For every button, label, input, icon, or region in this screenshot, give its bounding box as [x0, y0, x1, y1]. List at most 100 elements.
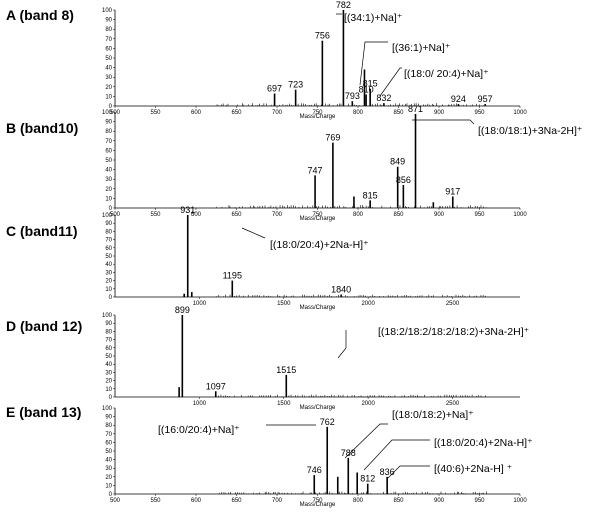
- y-tick-label: 40: [105, 262, 112, 268]
- y-tick-label: 70: [105, 139, 112, 145]
- annotation-label: [(18:0/20:4)+2Na-H]⁺: [270, 239, 369, 251]
- y-tick-label: 80: [105, 229, 112, 235]
- peak-label: 1195: [223, 271, 242, 281]
- annotation-leader: [379, 67, 402, 97]
- y-tick-label: 80: [105, 423, 112, 429]
- y-tick-label: 20: [105, 187, 112, 193]
- y-tick-label: 0: [109, 104, 113, 110]
- y-tick-label: 60: [105, 440, 112, 446]
- peak-label: 697: [267, 84, 282, 94]
- x-axis-title: Mass/Charge: [300, 305, 336, 311]
- y-tick-label: 70: [105, 432, 112, 438]
- y-tick-label: 30: [105, 270, 112, 276]
- x-tick-label: 800: [353, 212, 364, 218]
- y-tick-label: 0: [109, 206, 113, 212]
- x-tick-label: 700: [272, 212, 283, 218]
- peak-label: 1097: [206, 381, 226, 391]
- peak-label: 815: [363, 190, 378, 200]
- y-tick-label: 100: [102, 406, 113, 412]
- annotation-label: [(16:0/20:4)+Na]⁺: [158, 424, 240, 436]
- y-tick-label: 100: [102, 213, 113, 219]
- y-tick-label: 40: [105, 362, 112, 368]
- x-axis-title: Mass/Charge: [300, 216, 336, 222]
- x-tick-label: 1000: [193, 401, 207, 407]
- x-tick-label: 1500: [277, 301, 291, 307]
- y-tick-label: 20: [105, 379, 112, 385]
- x-tick-label: 500: [110, 498, 121, 504]
- baseline-noise: [216, 103, 487, 106]
- y-tick-label: 10: [105, 387, 112, 393]
- y-tick-label: 0: [109, 295, 113, 301]
- baseline-noise: [216, 294, 486, 297]
- annotation-label: [(40:6)+2Na-H] ⁺: [434, 463, 513, 475]
- x-tick-label: 900: [434, 212, 445, 218]
- peak-label: 1840: [331, 285, 351, 295]
- x-tick-label: 1000: [513, 498, 527, 504]
- x-tick-label: 1000: [193, 301, 207, 307]
- peak-label: 899: [175, 305, 190, 315]
- y-tick-label: 40: [105, 168, 112, 174]
- x-tick-label: 600: [191, 110, 202, 116]
- x-axis-title: Mass/Charge: [300, 405, 336, 411]
- peak-label: 782: [336, 0, 351, 10]
- x-tick-label: 2500: [446, 401, 460, 407]
- x-tick-label: 650: [231, 212, 242, 218]
- annotation-label: [(18:2/18:2/18:2/18:2)+3Na-2H]⁺: [378, 326, 530, 338]
- baseline-noise: [215, 394, 486, 397]
- panel-label: C (band11): [6, 223, 78, 239]
- annotation-leader: [344, 423, 388, 459]
- y-tick-label: 60: [105, 148, 112, 154]
- panel-3: C (band11) 0 10 20 30 40 50 60 70 80 90 100 1000 1500…: [6, 205, 520, 311]
- x-tick-label: 900: [434, 110, 445, 116]
- peak-label: 746: [307, 465, 322, 475]
- y-tick-label: 50: [105, 158, 112, 164]
- y-tick-label: 0: [109, 395, 113, 401]
- x-tick-label: 550: [150, 498, 161, 504]
- y-tick-label: 70: [105, 238, 112, 244]
- y-tick-label: 70: [105, 338, 112, 344]
- y-tick-label: 10: [105, 287, 112, 293]
- annotation-leader: [359, 41, 388, 86]
- x-tick-label: 550: [150, 110, 161, 116]
- peak-label: 917: [445, 186, 460, 196]
- y-tick-label: 20: [105, 85, 112, 91]
- y-tick-label: 50: [105, 254, 112, 260]
- x-tick-label: 750: [312, 110, 323, 116]
- peak-label: 836: [380, 467, 395, 477]
- peak-label: 931: [180, 205, 195, 215]
- panel-5: E (band 13) 0 10 20 30 40 50 60 70 80 90 100 500 550 6…: [6, 404, 533, 508]
- x-tick-label: 1000: [513, 110, 527, 116]
- x-tick-label: 850: [393, 498, 404, 504]
- y-tick-label: 100: [102, 110, 113, 116]
- x-tick-label: 800: [353, 498, 364, 504]
- y-tick-label: 90: [105, 18, 112, 24]
- peak-label: 1515: [276, 365, 296, 375]
- y-tick-label: 50: [105, 354, 112, 360]
- y-tick-label: 20: [105, 279, 112, 285]
- y-tick-label: 10: [105, 196, 112, 202]
- x-tick-label: 750: [312, 498, 323, 504]
- x-tick-label: 550: [150, 212, 161, 218]
- y-tick-label: 30: [105, 177, 112, 183]
- x-tick-label: 700: [272, 110, 283, 116]
- y-tick-label: 50: [105, 56, 112, 62]
- panel-label: A (band 8): [6, 7, 74, 23]
- y-tick-label: 90: [105, 321, 112, 327]
- peak-label: 924: [451, 94, 466, 104]
- x-axis-title: Mass/Charge: [300, 114, 336, 120]
- y-tick-label: 20: [105, 475, 112, 481]
- x-tick-label: 2000: [361, 401, 375, 407]
- y-tick-label: 90: [105, 415, 112, 421]
- panel-1: A (band 8)010203040506070809010050055060…: [6, 0, 527, 120]
- panel-label: B (band10): [6, 120, 78, 136]
- x-tick-label: 2500: [446, 301, 460, 307]
- y-tick-label: 70: [105, 37, 112, 43]
- x-tick-label: 700: [272, 498, 283, 504]
- x-tick-label: 650: [231, 110, 242, 116]
- peak-label: 762: [320, 417, 335, 427]
- y-tick-label: 90: [105, 221, 112, 227]
- annotation-label: [(18:0/20:4)+2Na-H]⁺: [434, 437, 533, 449]
- x-axis-title: Mass/Charge: [300, 502, 336, 508]
- x-tick-label: 950: [474, 498, 485, 504]
